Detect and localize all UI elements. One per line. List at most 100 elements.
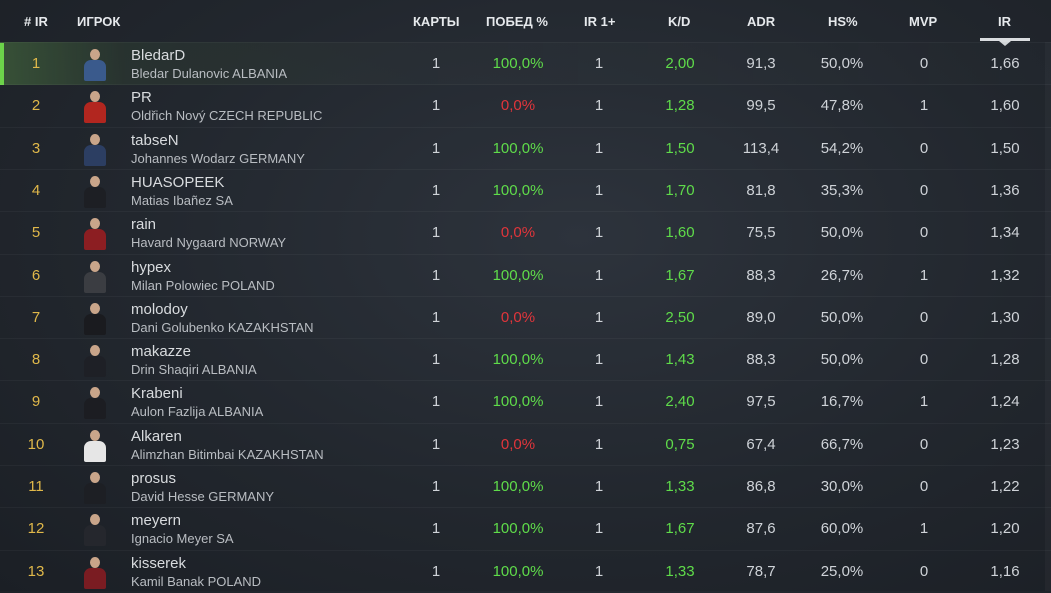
scrollbar[interactable]: [1045, 42, 1051, 591]
player-fullname: Oldřich Nový CZECH REPUBLIC: [131, 108, 323, 124]
player-avatar[interactable]: [82, 90, 108, 124]
player-nickname[interactable]: makazze: [131, 343, 192, 361]
kd-value: 1,60: [665, 224, 695, 242]
table-row[interactable]: 10 Alkaren Alimzhan Bitimbai KAZAKHSTAN 1 0,…: [0, 422, 1051, 466]
player-avatar[interactable]: [82, 556, 108, 589]
kd-value: 1,28: [665, 97, 695, 115]
kd-value: 2,40: [665, 393, 695, 411]
player-nickname[interactable]: meyern: [131, 512, 182, 530]
rank-number: 11: [28, 478, 44, 495]
player-fullname: Dani Golubenko KAZAKHSTAN: [131, 319, 314, 335]
table-row[interactable]: 9 Krabeni Aulon Fazlija ALBANIA 1 100,0% 1 2,4…: [0, 380, 1051, 423]
player-fullname: Kamil Banak POLAND: [131, 573, 262, 589]
maps-value: 1: [431, 97, 441, 115]
ir-value: 1,24: [990, 393, 1020, 411]
player-fullname: Drin Shaqiri ALBANIA: [131, 362, 257, 378]
mvp-value: 0: [919, 308, 929, 326]
player-avatar[interactable]: [82, 175, 108, 208]
player-nickname[interactable]: rain: [131, 216, 157, 234]
avatar-jersey: [84, 398, 106, 420]
table-row[interactable]: 6 hypex Milan Polowiec POLAND 1 100,0% 1 1,67 8…: [0, 253, 1051, 297]
table-row[interactable]: 13 kisserek Kamil Banak POLAND 1 100,0% 1 1,33…: [0, 549, 1051, 593]
kd-value: 2,50: [665, 308, 695, 326]
player-avatar[interactable]: [82, 386, 108, 420]
avatar-head: [90, 387, 100, 399]
table-row[interactable]: 3 tabseN Johannes Wodarz GERMANY 1 100,0% 1 1,…: [0, 126, 1051, 170]
ir1-value: 1: [594, 351, 604, 369]
player-avatar[interactable]: [82, 471, 108, 504]
player-nickname[interactable]: BledarD: [131, 47, 186, 64]
player-nickname[interactable]: HUASOPEEK: [131, 173, 225, 191]
player-nickname[interactable]: PR: [131, 89, 152, 107]
player-nickname[interactable]: Krabeni: [131, 385, 183, 403]
maps-value: 1: [431, 520, 441, 538]
table-row[interactable]: 8 makazze Drin Shaqiri ALBANIA 1 100,0% 1 1,43…: [0, 338, 1051, 381]
hs-value: 16,7%: [820, 393, 864, 411]
mvp-value: 0: [919, 55, 929, 72]
ir1-value: 1: [594, 393, 604, 411]
player-avatar[interactable]: [82, 260, 108, 293]
hs-value: 47,8%: [820, 97, 864, 115]
table-row[interactable]: 2 PR Oldřich Nový CZECH REPUBLIC 1 0,0% 1 1,28…: [0, 84, 1051, 127]
ir1-value: 1: [594, 139, 604, 157]
column-header-maps[interactable]: КАРТЫ: [413, 14, 460, 29]
player-nickname[interactable]: hypex: [131, 258, 172, 276]
player-avatar[interactable]: [82, 429, 108, 462]
avatar-head: [90, 91, 100, 103]
rank-number: 6: [31, 266, 41, 284]
player-fullname: Milan Polowiec POLAND: [131, 277, 275, 293]
avatar-jersey: [84, 144, 106, 166]
table-row[interactable]: 11 prosus David Hesse GERMANY 1 100,0% 1 1,33 8…: [0, 465, 1051, 508]
kd-value: 2,00: [665, 55, 695, 72]
sort-indicator: [980, 38, 1030, 41]
table-row[interactable]: 5 rain Havard Nygaard NORWAY 1 0,0% 1 1,60 75,5…: [0, 211, 1051, 254]
player-avatar[interactable]: [82, 344, 108, 378]
player-avatar[interactable]: [82, 48, 108, 81]
ir1-value: 1: [594, 97, 604, 115]
ir1-value: 1: [594, 478, 604, 495]
player-avatar[interactable]: [82, 217, 108, 251]
ir-value: 1,36: [990, 181, 1020, 199]
column-header-ir[interactable]: IR: [998, 14, 1011, 29]
avatar-jersey: [84, 102, 106, 124]
avatar-jersey: [84, 186, 106, 208]
adr-value: 67,4: [746, 435, 776, 453]
player-avatar[interactable]: [82, 302, 108, 335]
ir-value: 1,66: [990, 55, 1020, 72]
player-nickname[interactable]: Alkaren: [131, 427, 182, 445]
column-header-mvp[interactable]: MVP: [909, 14, 938, 29]
hs-value: 30,0%: [820, 478, 864, 495]
ir1-value: 1: [594, 562, 604, 580]
ir-value: 1,34: [990, 224, 1020, 242]
player-avatar[interactable]: [82, 513, 108, 547]
column-header-ir1[interactable]: IR 1+: [584, 14, 616, 29]
player-nickname[interactable]: molodoy: [131, 300, 188, 318]
player-fullname: Aulon Fazlija ALBANIA: [131, 404, 264, 420]
table-row[interactable]: 1 BledarD Bledar Dulanovic ALBANIA 1 100,0% 1…: [0, 42, 1051, 85]
player-nickname[interactable]: tabseN: [131, 131, 179, 149]
player-fullname: Alimzhan Bitimbai KAZAKHSTAN: [131, 446, 324, 462]
ir1-value: 1: [594, 435, 604, 453]
column-header-kd[interactable]: K/D: [668, 14, 691, 29]
table-row[interactable]: 7 molodoy Dani Golubenko KAZAKHSTAN 1 0,0% 1 2…: [0, 295, 1051, 339]
mvp-value: 0: [919, 478, 929, 495]
adr-value: 88,3: [746, 266, 776, 284]
column-header-rank[interactable]: # IR: [24, 14, 48, 29]
ir-value: 1,32: [990, 266, 1020, 284]
avatar-head: [90, 472, 100, 483]
player-nickname[interactable]: kisserek: [131, 554, 187, 572]
hs-value: 25,0%: [820, 562, 864, 580]
player-avatar[interactable]: [82, 133, 108, 166]
column-header-adr[interactable]: ADR: [747, 14, 776, 29]
avatar-jersey: [84, 229, 106, 251]
column-header-winrate[interactable]: ПОБЕД %: [486, 14, 548, 29]
column-header-hs[interactable]: HS%: [828, 14, 858, 29]
player-fullname: Bledar Dulanovic ALBANIA: [131, 66, 288, 81]
table-row[interactable]: 12 meyern Ignacio Meyer SA 1 100,0% 1 1,67 87,6…: [0, 507, 1051, 550]
winrate-value: 0,0%: [500, 308, 536, 326]
column-header-player[interactable]: ИГРОК: [77, 14, 121, 29]
rank-number: 4: [31, 181, 41, 199]
player-nickname[interactable]: prosus: [131, 470, 177, 487]
ir-value: 1,16: [990, 562, 1020, 580]
table-row[interactable]: 4 HUASOPEEK Matias Ibañez SA 1 100,0% 1 1,70 81…: [0, 168, 1051, 212]
